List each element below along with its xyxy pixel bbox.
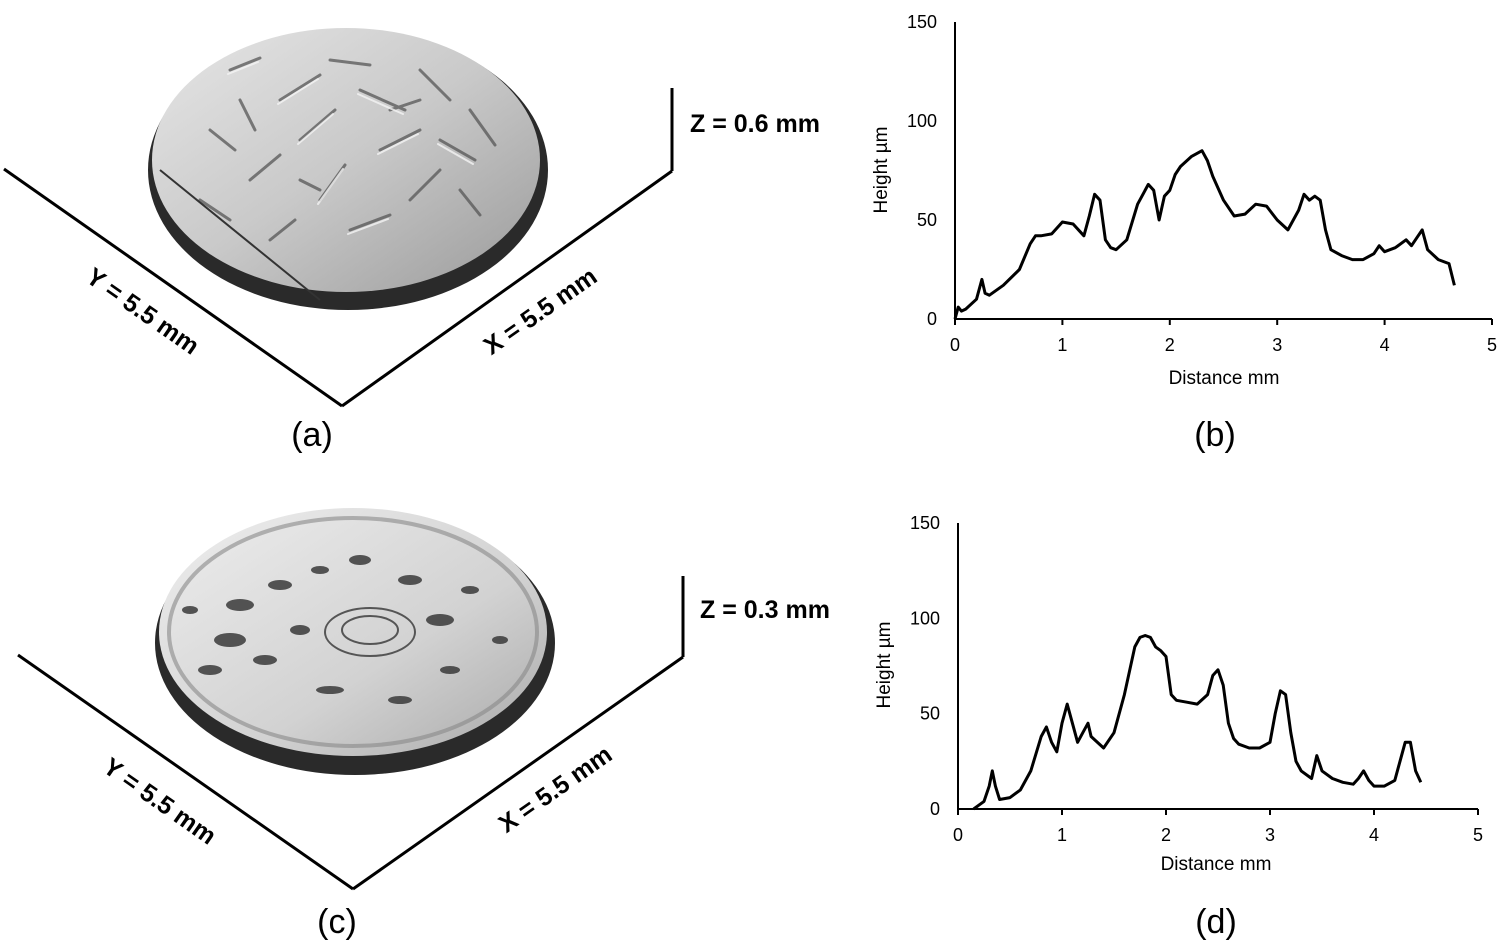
panel-a-crack-line	[159, 169, 321, 301]
chart-d-y-tick-label: 50	[920, 704, 940, 724]
chart-d-y-tick-label: 0	[930, 799, 940, 819]
chart-b-y-tick-label: 100	[907, 111, 937, 131]
chart-d-x-tick-label: 1	[1057, 825, 1067, 845]
chart-b-x-tick-label: 2	[1165, 335, 1175, 355]
chart-d-y-tick-label: 150	[910, 513, 940, 533]
panel-c-label: (c)	[317, 903, 357, 941]
chart-b-series-line	[953, 149, 1456, 320]
panel-d-label: (d)	[1195, 903, 1237, 941]
panel-a-z-label: Z = 0.6 mm	[690, 110, 820, 138]
panel-a-surface-highlights	[227, 61, 474, 235]
chart-d-y-axis-title: Height µm	[874, 622, 895, 709]
chart-b-x-axis-title: Distance mm	[1169, 368, 1280, 389]
chart-b-y-tick-label: 0	[927, 309, 937, 329]
panel-a-disc-top	[152, 28, 540, 292]
panel-a-label: (a)	[291, 416, 333, 454]
panel-a-y-axis-line	[3, 167, 343, 408]
panel-c-rim-shadow	[167, 516, 539, 748]
panel-c-disc-top	[159, 508, 547, 756]
chart-b-y-tick-label: 150	[907, 12, 937, 32]
panel-c-central-mound	[324, 607, 416, 657]
chart-b-x-tick-label: 3	[1272, 335, 1282, 355]
chart-b-y-axis-title: Height µm	[871, 127, 892, 214]
chart-b-x-tick-label: 5	[1487, 335, 1497, 355]
chart-b-x-tick-label: 1	[1057, 335, 1067, 355]
chart-d-y-tick-label: 100	[910, 608, 940, 628]
panel-a-x-axis-line	[341, 169, 673, 408]
panel-c-surface-scan: Z = 0.3 mm Y = 5.5 mm X = 5.5 mm (c)	[17, 508, 830, 941]
panel-c-x-axis-line	[352, 655, 684, 891]
panel-c-z-label: Z = 0.3 mm	[700, 596, 830, 624]
chart-d-series-line	[972, 634, 1423, 811]
panel-c-x-label: X = 5.5 mm	[494, 740, 618, 838]
panel-b-label: (b)	[1194, 416, 1236, 454]
panel-a-x-label: X = 5.5 mm	[479, 262, 603, 360]
chart-d-x-axis-title: Distance mm	[1161, 854, 1272, 875]
panel-c-y-label: Y = 5.5 mm	[98, 752, 221, 850]
chart-b-x-tick-label: 4	[1380, 335, 1390, 355]
chart-d-x-tick-label: 5	[1473, 825, 1483, 845]
chart-d-x-tick-label: 4	[1369, 825, 1379, 845]
chart-d-x-tick-label: 0	[953, 825, 963, 845]
chart-b-y-tick-label: 50	[917, 210, 937, 230]
panel-c-y-axis-line	[17, 653, 354, 891]
chart-b-x-tick-label: 0	[950, 335, 960, 355]
panel-c-surface-features	[182, 555, 508, 704]
chart-d-x-tick-label: 2	[1161, 825, 1171, 845]
panel-a-y-label: Y = 5.5 mm	[81, 262, 204, 360]
panel-a-surface-scan: Z = 0.6 mm Y = 5.5 mm X = 5.5 mm (a)	[3, 28, 820, 454]
chart-d-x-tick-label: 3	[1265, 825, 1275, 845]
